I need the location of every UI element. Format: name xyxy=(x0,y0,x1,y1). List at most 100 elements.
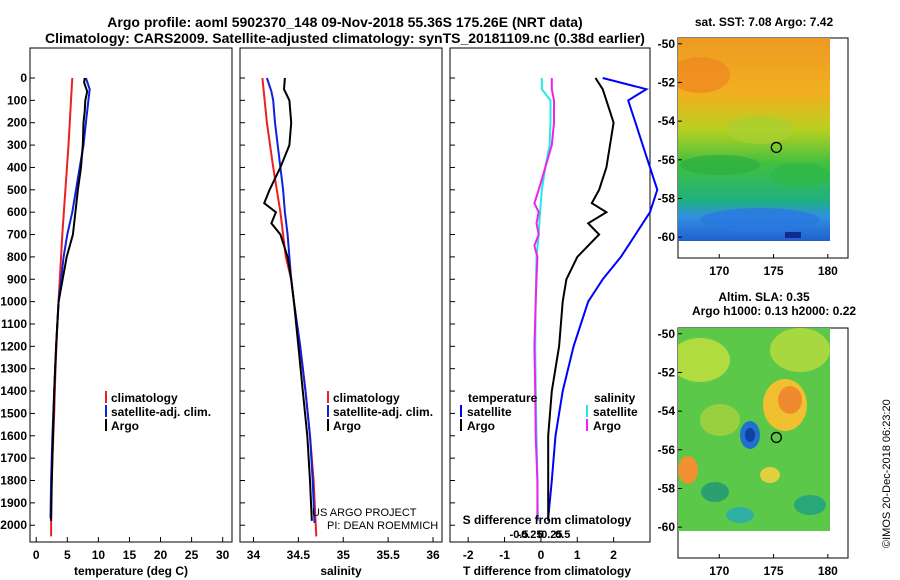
map-y-tick-label: -50 xyxy=(658,37,676,51)
temperature-legend: climatology satellite-adj. clim. Argo xyxy=(105,391,211,433)
legend-s-argo-label: Argo xyxy=(593,419,621,433)
series-argo xyxy=(262,77,313,521)
map-y-tick-label: -60 xyxy=(658,520,676,534)
temperature-frame xyxy=(29,47,233,543)
s-tick-label: 0 xyxy=(538,529,544,541)
map-y-tick-label: -50 xyxy=(658,327,676,341)
x-tick-label: 25 xyxy=(185,548,199,562)
x-tick-label: -1 xyxy=(499,548,510,562)
salinity-frame xyxy=(239,47,443,543)
x-tick-label: 34.5 xyxy=(287,548,311,562)
legend-argo-label: Argo xyxy=(111,419,139,433)
s-tick-label: 0.5 xyxy=(555,529,570,541)
map-y-tick-label: -58 xyxy=(658,191,676,205)
map-x-tick-label: 170 xyxy=(709,564,729,578)
legend-salinity-title: salinity xyxy=(594,391,636,405)
header-line1: Argo profile: aoml 5902370_148 09-Nov-20… xyxy=(107,14,582,30)
depth-tick-label: 1000 xyxy=(0,295,27,309)
x-tick-label: 1 xyxy=(574,548,581,562)
x-tick-label: -2 xyxy=(463,548,474,562)
depth-tick-label: 400 xyxy=(7,160,27,174)
sla-map: Altim. SLA: 0.35 Argo h1000: 0.13 h2000:… xyxy=(658,290,857,578)
sla-field xyxy=(678,328,830,531)
series-argo xyxy=(50,77,89,521)
legend-temperature-title: temperature xyxy=(468,391,538,405)
x-tick-label: 34 xyxy=(247,548,261,562)
depth-tick-label: 600 xyxy=(7,205,27,219)
depth-tick-label: 1100 xyxy=(1,317,27,331)
salinity-legend: climatology satellite-adj. clim. Argo xyxy=(327,391,433,433)
legend-t-satellite-label: satellite xyxy=(467,405,512,419)
x-tick-label: 36 xyxy=(426,548,440,562)
depth-tick-label: 1300 xyxy=(0,362,27,376)
x-tick-label: 0 xyxy=(33,548,40,562)
credit-line2: PI: DEAN ROEMMICH xyxy=(327,520,438,532)
map-x-tick-label: 175 xyxy=(764,564,784,578)
map-x-tick-label: 175 xyxy=(764,264,784,278)
legend-satellite-label: satellite-adj. clim. xyxy=(333,405,433,419)
s-tick-label: 0.25 xyxy=(541,529,562,541)
depth-tick-label: 2000 xyxy=(0,518,27,532)
x-tick-label: 35 xyxy=(337,548,351,562)
credit-line1: US ARGO PROJECT xyxy=(312,507,417,519)
depth-tick-label: 100 xyxy=(7,93,27,107)
depth-tick-label: 1900 xyxy=(0,496,27,510)
difference-xlabel: T difference from climatology xyxy=(463,564,631,578)
sla-map-title: Altim. SLA: 0.35 xyxy=(718,290,810,304)
x-tick-label: 0 xyxy=(538,548,545,562)
header-line2: Climatology: CARS2009. Satellite-adjuste… xyxy=(45,30,645,46)
map-x-tick-label: 180 xyxy=(818,264,838,278)
temperature-panel: 0 5 10 15 20 25 30 temperature (deg C) climato… xyxy=(29,47,233,578)
depth-tick-label: 1700 xyxy=(0,451,27,465)
depth-axis: 0 100 200 300 400 500 600 700 800 900 1000 1100 1200… xyxy=(0,71,27,532)
map-y-tick-label: -56 xyxy=(658,443,676,457)
legend-climatology-label: climatology xyxy=(111,391,178,405)
salinity-panel: 34 34.5 35 35.5 36 salinity climatology sate… xyxy=(239,47,443,578)
legend-s-satellite-label: satellite xyxy=(593,405,638,419)
depth-tick-label: 900 xyxy=(7,272,27,286)
depth-tick-label: 500 xyxy=(7,183,27,197)
map-x-tick-label: 180 xyxy=(818,564,838,578)
map-y-tick-label: -52 xyxy=(658,75,676,89)
series-climatology xyxy=(50,77,74,537)
sla-map-subtitle: Argo h1000: 0.13 h2000: 0.22 xyxy=(692,304,856,318)
sst-field xyxy=(678,38,830,241)
series-satellite-adj-clim- xyxy=(265,77,316,524)
legend-satellite-label: satellite-adj. clim. xyxy=(111,405,211,419)
salinity-xlabel: salinity xyxy=(320,564,362,578)
temperature-xlabel: temperature (deg C) xyxy=(74,564,188,578)
x-tick-label: 2 xyxy=(610,548,617,562)
sst-map: sat. SST: 7.08 Argo: 7.42 -50 -52 -54 -56 xyxy=(658,15,849,278)
depth-tick-label: 0 xyxy=(20,71,27,85)
difference-legend: temperature satellite Argo salinity sate… xyxy=(460,391,638,433)
series-t-satellite xyxy=(547,77,659,519)
s-tick-label: -0.25 xyxy=(517,529,542,541)
map-x-tick-label: 170 xyxy=(709,264,729,278)
depth-tick-label: 1500 xyxy=(0,406,27,420)
map-y-tick-label: -54 xyxy=(658,114,676,128)
x-tick-label: 30 xyxy=(216,548,230,562)
x-tick-label: 15 xyxy=(123,548,137,562)
legend-t-argo-label: Argo xyxy=(467,419,495,433)
x-tick-label: 35.5 xyxy=(376,548,400,562)
depth-tick-label: 800 xyxy=(7,250,27,264)
depth-tick-label: 300 xyxy=(7,138,27,152)
x-tick-label: 10 xyxy=(92,548,106,562)
depth-tick-label: 1400 xyxy=(0,384,27,398)
sla-argo-marker xyxy=(770,431,783,444)
map-y-tick-label: -60 xyxy=(658,230,676,244)
map-y-tick-label: -54 xyxy=(658,404,676,418)
watermark: ©IMOS 20-Dec-2018 06:23:20 xyxy=(881,399,893,548)
x-tick-label: 5 xyxy=(64,548,71,562)
depth-tick-label: 200 xyxy=(7,116,27,130)
series-t-argo xyxy=(547,77,615,521)
legend-climatology-label: climatology xyxy=(333,391,400,405)
depth-tick-label: 1200 xyxy=(0,339,27,353)
sst-map-title: sat. SST: 7.08 Argo: 7.42 xyxy=(695,15,834,29)
depth-tick-label: 700 xyxy=(7,228,27,242)
series-s-argo xyxy=(533,78,555,521)
x-tick-label: 20 xyxy=(154,548,168,562)
s-difference-label: S difference from climatology xyxy=(463,513,632,527)
